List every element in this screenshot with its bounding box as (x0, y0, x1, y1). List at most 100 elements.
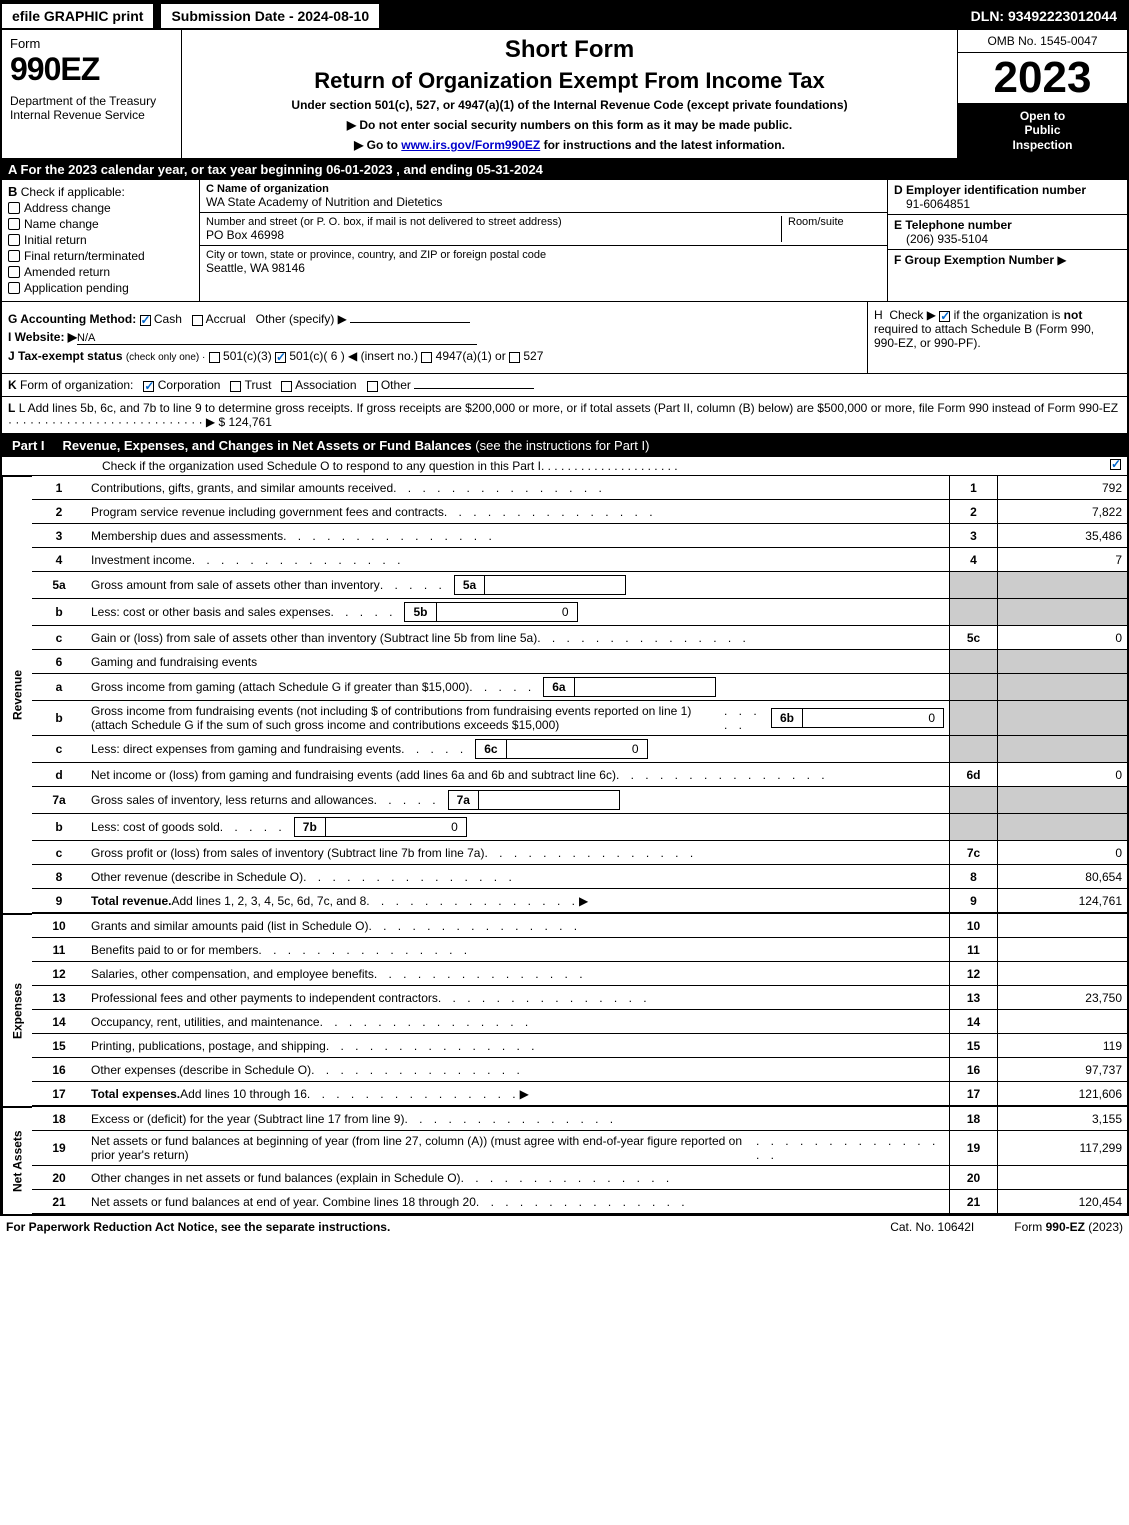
line-ref: 16 (949, 1058, 997, 1082)
c-city-val: Seattle, WA 98146 (206, 261, 881, 275)
line-desc: Occupancy, rent, utilities, and maintena… (86, 1010, 949, 1034)
trust-checkbox[interactable] (230, 381, 241, 392)
instr-ssn: ▶ Do not enter social security numbers o… (190, 118, 949, 132)
submission-date: Submission Date - 2024-08-10 (159, 2, 381, 30)
line-num: 5a (32, 572, 86, 599)
line-num: 14 (32, 1010, 86, 1034)
line-val (997, 701, 1127, 736)
expense-lines: Expenses10Grants and similar amounts pai… (2, 913, 1127, 1106)
line-desc: Salaries, other compensation, and employ… (86, 962, 949, 986)
line-num: 6 (32, 650, 86, 674)
line-num: 10 (32, 914, 86, 938)
g-text: G Accounting Method: (8, 312, 136, 326)
header: Form 990EZ Department of the Treasury In… (2, 30, 1127, 159)
cash-checkbox[interactable] (140, 315, 151, 326)
line-val (997, 599, 1127, 626)
line-ref (949, 701, 997, 736)
line-num: d (32, 763, 86, 787)
line-desc: Investment income . . . . . . . . . . . … (86, 548, 949, 572)
line-num: 11 (32, 938, 86, 962)
line-ref: 6d (949, 763, 997, 787)
line-num: 18 (32, 1107, 86, 1131)
checkbox-label: Final return/terminated (24, 249, 145, 263)
checkbox[interactable] (8, 282, 20, 294)
line-grid: Revenue1Contributions, gifts, grants, an… (2, 475, 1127, 913)
line-ref: 17 (949, 1082, 997, 1106)
line-val: 3,155 (997, 1107, 1127, 1131)
line-val (997, 1010, 1127, 1034)
j-row: J Tax-exempt status (check only one) · 5… (8, 349, 861, 363)
checkbox[interactable] (8, 266, 20, 278)
h-checkbox[interactable] (939, 311, 950, 322)
checkbox-label: Application pending (24, 281, 129, 295)
line-desc: Professional fees and other payments to … (86, 986, 949, 1010)
line-ref: 2 (949, 500, 997, 524)
corp-checkbox[interactable] (143, 381, 154, 392)
527-checkbox[interactable] (509, 352, 520, 363)
side-label: Expenses (2, 914, 32, 1106)
checkbox-label: Name change (24, 217, 99, 231)
dept-text: Department of the Treasury Internal Reve… (10, 94, 173, 122)
line-ref: 15 (949, 1034, 997, 1058)
501c3-checkbox[interactable] (209, 352, 220, 363)
inspection-box: Open to Public Inspection (958, 103, 1127, 158)
checkbox-row: Amended return (8, 265, 193, 279)
line-val: 120,454 (997, 1190, 1127, 1214)
side-label: Net Assets (2, 1107, 32, 1214)
efile-label[interactable]: efile GRAPHIC print (2, 4, 153, 28)
line-val: 117,299 (997, 1131, 1127, 1166)
part1-sub: (see the instructions for Part I) (475, 438, 649, 453)
instr-link: ▶ Go to www.irs.gov/Form990EZ for instru… (190, 138, 949, 152)
part1-checkbox[interactable] (1110, 459, 1121, 470)
line-ref (949, 787, 997, 814)
j-opts-4: 527 (523, 349, 543, 363)
d-ein: D Employer identification number 91-6064… (888, 180, 1127, 215)
line-num: 4 (32, 548, 86, 572)
cash-label: Cash (154, 312, 182, 326)
line-desc: Total expenses. Add lines 10 through 16 … (86, 1082, 949, 1106)
other-specify-line (350, 322, 470, 323)
short-form-label: Short Form (190, 36, 949, 64)
line-val (997, 1166, 1127, 1190)
other-org-checkbox[interactable] (367, 381, 378, 392)
line-val (997, 914, 1127, 938)
c-addr-lbl: Number and street (or P. O. box, if mail… (206, 216, 781, 228)
footer-right-pre: Form (1014, 1220, 1045, 1234)
line-desc: Gross profit or (loss) from sales of inv… (86, 841, 949, 865)
501c-checkbox[interactable] (275, 352, 286, 363)
footer-right: Form 990-EZ (2023) (1014, 1220, 1123, 1234)
line-desc: Other revenue (describe in Schedule O) .… (86, 865, 949, 889)
checkbox[interactable] (8, 250, 20, 262)
c-name-val: WA State Academy of Nutrition and Dietet… (206, 195, 881, 209)
line-val (997, 674, 1127, 701)
line-num: b (32, 701, 86, 736)
line-desc: Printing, publications, postage, and shi… (86, 1034, 949, 1058)
4947-checkbox[interactable] (421, 352, 432, 363)
header-center: Short Form Return of Organization Exempt… (182, 30, 957, 158)
footer-right-post: (2023) (1085, 1220, 1123, 1234)
line-num: 1 (32, 476, 86, 500)
part1-dots: . . . . . . . . . . . . . . . . . . . . … (541, 459, 1102, 473)
instr2-pre: ▶ Go to (354, 138, 401, 152)
part1-check-text: Check if the organization used Schedule … (102, 459, 541, 473)
c-room-lbl: Room/suite (788, 216, 881, 228)
f-arrow: ▶ (1057, 253, 1066, 267)
line-num: 17 (32, 1082, 86, 1106)
accrual-checkbox[interactable] (192, 315, 203, 326)
assoc-checkbox[interactable] (281, 381, 292, 392)
accrual-label: Accrual (206, 312, 246, 326)
irs-link[interactable]: www.irs.gov/Form990EZ (401, 138, 540, 152)
c-addr-val: PO Box 46998 (206, 228, 781, 242)
line-desc: Net assets or fund balances at end of ye… (86, 1190, 949, 1214)
line-ref (949, 572, 997, 599)
line-ref: 9 (949, 889, 997, 913)
side-label: Revenue (2, 476, 32, 913)
line-ref: 7c (949, 841, 997, 865)
checkbox[interactable] (8, 218, 20, 230)
line-num: 15 (32, 1034, 86, 1058)
checkbox[interactable] (8, 234, 20, 246)
checkbox[interactable] (8, 202, 20, 214)
top-bar: efile GRAPHIC print Submission Date - 20… (2, 2, 1127, 30)
line-ref: 8 (949, 865, 997, 889)
j-opts-3: 4947(a)(1) or (436, 349, 509, 363)
